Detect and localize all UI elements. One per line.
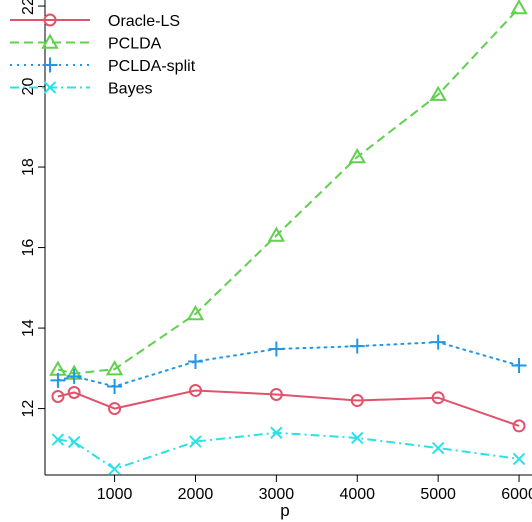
data-point: [429, 85, 447, 101]
data-point: [107, 378, 123, 394]
legend-label: PCLDA: [108, 36, 162, 53]
data-point: [512, 452, 526, 466]
data-point: [348, 147, 366, 164]
legend-label: PCLDA-split: [108, 58, 196, 75]
series-line: [57, 7, 520, 375]
data-point: [267, 226, 286, 242]
series-line: [57, 431, 520, 471]
x-tick-label: 5000: [420, 486, 456, 503]
legend: Oracle-LS PCLDA PCLDA-split Bayes: [10, 13, 196, 98]
data-point: [187, 353, 203, 369]
y-tick-label: 12: [20, 400, 37, 418]
series-line: [56, 341, 521, 388]
x-tick-label: 2000: [178, 486, 214, 503]
legend-item: Bayes: [10, 81, 152, 98]
y-axis-ticks: 12 14 16 18 20 22: [20, 0, 45, 417]
data-point: [268, 341, 284, 357]
data-point: [51, 433, 65, 446]
legend-marker: [43, 81, 57, 94]
data-point: [511, 358, 527, 374]
series-bayes: [51, 426, 526, 476]
data-point: [67, 385, 81, 399]
legend-label: Bayes: [108, 81, 152, 98]
data-point: [50, 372, 66, 388]
data-point: [67, 435, 81, 449]
data-point: [66, 368, 82, 384]
data-point: [349, 338, 365, 354]
data-point: [269, 387, 283, 401]
legend-item: Oracle-LS: [10, 13, 180, 30]
legend-marker: [43, 13, 57, 27]
legend-label: Oracle-LS: [108, 13, 180, 30]
data-point: [270, 426, 283, 439]
x-tick-label: 3000: [259, 486, 295, 503]
series-layer: [49, 0, 528, 476]
data-point: [431, 391, 445, 405]
data-point: [105, 360, 124, 376]
data-point: [108, 462, 121, 476]
data-point: [351, 431, 364, 445]
x-tick-label: 1000: [97, 486, 133, 503]
x-tick-label: 6000: [501, 486, 532, 503]
x-tick-label: 4000: [339, 486, 375, 503]
y-tick-label: 20: [20, 78, 37, 96]
data-point: [51, 390, 65, 404]
y-tick-label: 18: [20, 158, 37, 176]
data-point: [108, 402, 122, 416]
data-point: [350, 394, 364, 408]
legend-marker: [42, 57, 58, 73]
data-point: [186, 304, 205, 321]
x-axis-ticks: 1000 2000 3000 4000 5000 6000: [97, 475, 532, 503]
data-point: [430, 334, 446, 350]
series-line: [57, 389, 520, 427]
data-point: [512, 419, 526, 433]
data-point: [188, 383, 202, 397]
y-tick-label: 22: [20, 0, 37, 15]
data-point: [189, 435, 202, 448]
legend-marker: [41, 33, 59, 49]
data-point: [431, 441, 445, 455]
legend-item: PCLDA-split: [10, 57, 196, 75]
y-tick-label: 16: [20, 239, 37, 257]
plot-area: [44, 0, 532, 476]
legend-item: PCLDA: [10, 33, 162, 53]
y-tick-label: 14: [20, 319, 37, 337]
x-axis-title: p: [280, 501, 289, 520]
data-point: [510, 0, 528, 15]
series-pclda-split: [50, 334, 527, 394]
series-oracle-ls: [51, 383, 526, 433]
